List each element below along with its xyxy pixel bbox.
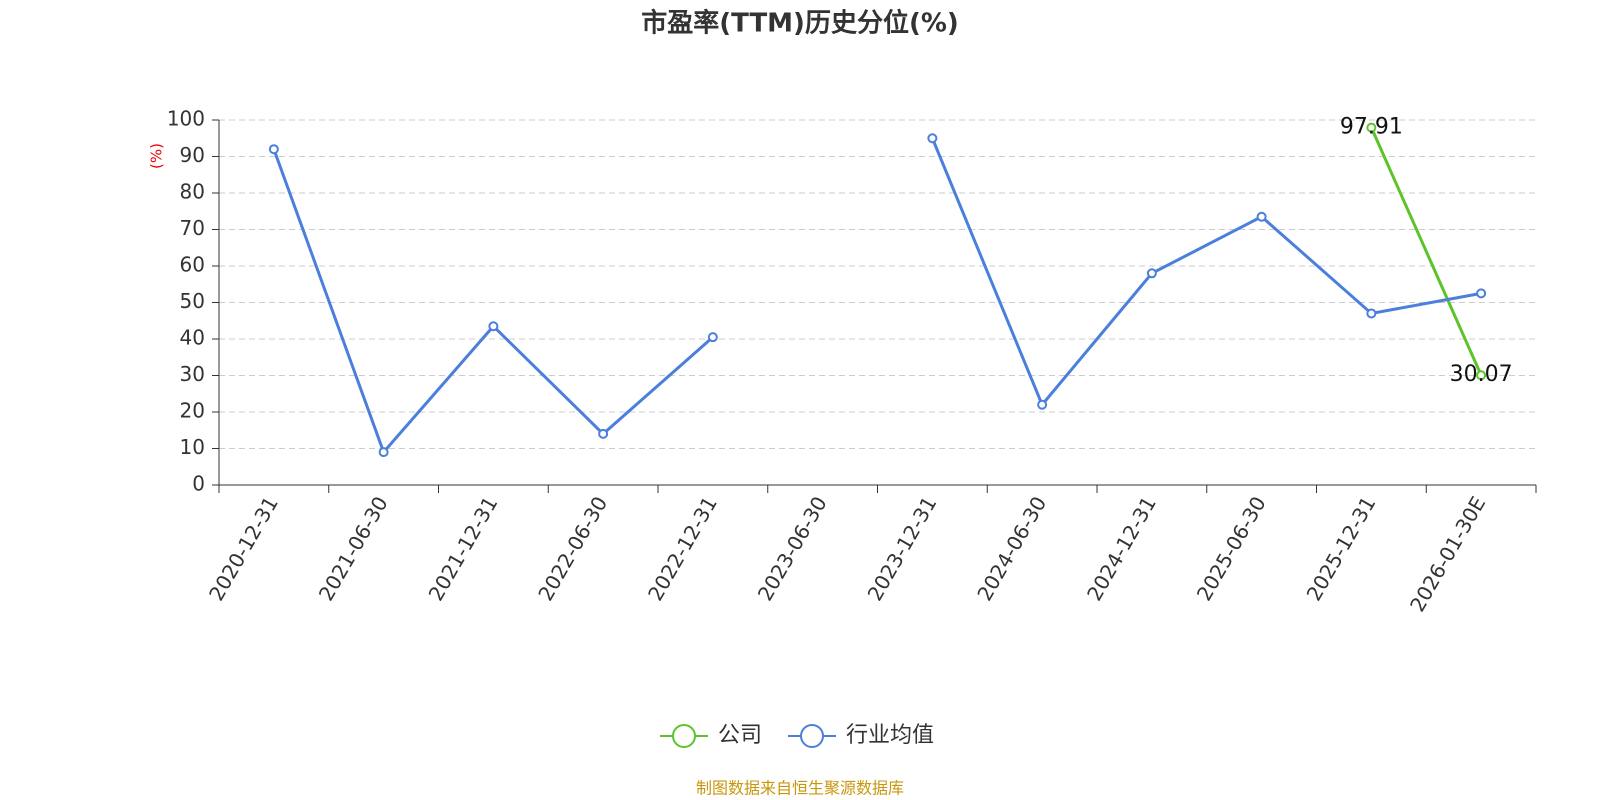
data-point: [268, 144, 279, 155]
data-point: [1476, 288, 1487, 299]
data-point: [1366, 308, 1377, 319]
chart-title: 市盈率(TTM)历史分位(%): [641, 8, 959, 39]
y-tick-label: 100: [167, 107, 205, 131]
y-tick-label: 10: [180, 435, 205, 459]
legend-swatch: [672, 724, 696, 748]
series-line: [1370, 127, 1483, 376]
x-tick-label: 2022-12-31: [643, 492, 722, 605]
data-label: 97.91: [1340, 115, 1403, 140]
data-point: [707, 332, 718, 343]
legend-label: 行业均值: [846, 723, 934, 748]
x-tick-label: 2023-12-31: [863, 492, 942, 605]
y-tick-label: 70: [180, 216, 205, 240]
data-point: [1037, 399, 1048, 410]
x-tick-label: 2023-06-30: [753, 492, 832, 605]
y-tick-label: 80: [180, 180, 205, 204]
legend-label: 公司: [718, 723, 762, 748]
y-tick-label: 60: [180, 253, 205, 277]
y-tick-label: 20: [180, 399, 205, 423]
y-tick-label: 50: [180, 289, 205, 313]
data-point: [1366, 122, 1377, 133]
x-tick-label: 2021-06-30: [314, 492, 393, 605]
series-line: [272, 137, 1482, 456]
y-tick-label: 30: [180, 362, 205, 386]
y-axis-label: (%): [148, 143, 166, 169]
data-point: [598, 428, 609, 439]
y-tick-label: 0: [192, 472, 205, 496]
x-tick-label: 2022-06-30: [533, 492, 612, 605]
data-point: [1146, 268, 1157, 279]
data-point: [927, 133, 938, 144]
x-tick-label: 2025-06-30: [1192, 492, 1271, 605]
x-tick-label: 2024-06-30: [972, 492, 1051, 605]
x-tick-label: 2025-12-31: [1302, 492, 1381, 605]
y-tick-label: 90: [180, 143, 205, 167]
data-label: 30.07: [1450, 362, 1513, 387]
source-note: 制图数据来自恒生聚源数据库: [696, 779, 904, 798]
data-point: [378, 447, 389, 458]
legend-swatch: [800, 724, 825, 748]
x-tick-label: 2026-01-30E: [1405, 492, 1490, 616]
data-point: [1476, 370, 1487, 381]
x-tick-label: 2021-12-31: [424, 492, 503, 605]
x-tick-label: 2020-12-31: [204, 492, 283, 605]
data-point: [488, 321, 499, 332]
y-tick-label: 40: [180, 326, 205, 350]
x-tick-label: 2024-12-31: [1082, 492, 1161, 605]
data-point: [1256, 211, 1267, 222]
